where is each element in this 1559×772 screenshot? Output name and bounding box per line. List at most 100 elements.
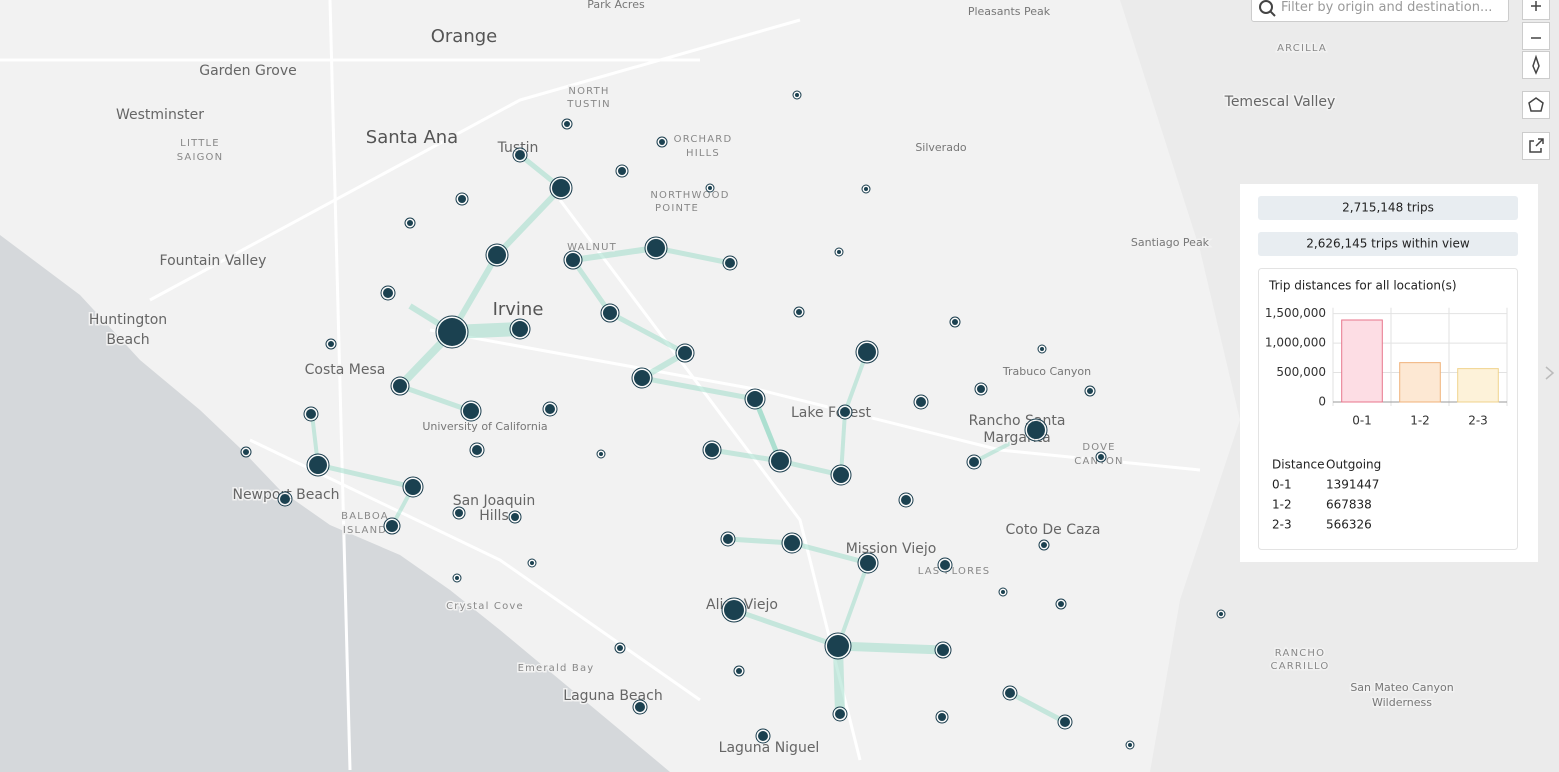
location [833,467,849,483]
location [858,343,876,361]
place-label: Trabuco Canyon [1002,365,1091,378]
location [705,443,719,457]
flow [608,310,687,356]
location [1128,743,1132,747]
icon [1529,138,1544,153]
trips-in-view: 2,626,145 trips within view [1306,237,1470,251]
place-label: Mission Viejo [846,541,937,557]
zoom-out[interactable] [1522,22,1550,50]
location [407,220,413,226]
flow [973,428,1037,464]
flow [317,462,414,490]
open-external[interactable] [1522,132,1550,160]
location [678,346,692,360]
bar [1341,319,1383,403]
location [1041,542,1047,548]
location [708,186,712,190]
place-label: Lake Forest [791,405,872,421]
flow [727,536,793,546]
place-label: Rancho Santa [969,413,1066,429]
location [827,635,849,657]
road [149,18,801,302]
location [393,379,407,393]
location [455,509,463,517]
location [511,513,519,521]
location [758,731,768,741]
location [306,409,316,419]
stat-box [1258,232,1518,256]
location [736,668,742,674]
flow [1008,690,1067,725]
location [618,167,626,175]
place-label: Laguna Niguel [719,740,820,756]
flow [791,540,869,566]
location [952,319,958,325]
place-label: Wilderness [1372,696,1432,709]
road [558,199,862,761]
y-tick-label: 1,500,000 [1265,306,1326,320]
location [747,391,763,407]
location [405,479,421,495]
icon [1531,37,1541,39]
place-label: WALNUT [567,242,617,253]
place-label: Westminster [116,107,204,123]
place-label: San Mateo Canyon [1350,681,1453,694]
ocean [0,235,670,772]
location [647,239,665,257]
location [901,495,911,505]
search-icon [1259,0,1276,17]
flow [836,562,870,647]
place-label: ISLAND [343,525,387,536]
location [617,645,623,651]
flow [839,411,847,476]
icon [1528,97,1544,112]
place-label: Emerald Bay [518,663,595,674]
icon [1532,54,1540,75]
draw-polygon[interactable] [1522,91,1550,119]
location [725,258,735,268]
location [864,187,868,191]
location [837,250,841,254]
zoom-in[interactable] [1522,0,1550,20]
location [937,644,949,656]
flow [494,185,564,258]
place-label: Silverado [915,141,967,154]
place-label: Hills [479,508,509,524]
location [1027,421,1045,439]
place-label: Huntington [89,312,167,328]
location [472,445,482,455]
location [796,309,802,315]
location [835,709,845,719]
place-label: Orange [431,26,498,47]
search-box[interactable]: Filter by origin and destination... [1251,0,1509,22]
location [386,520,398,532]
table-cell: 2-3 [1272,518,1292,532]
x-tick-label: 2-3 [1468,414,1488,428]
flow [837,641,944,655]
chart-title: Trip distances for all location(s) [1268,279,1457,293]
y-tick-label: 1,000,000 [1265,336,1326,350]
location [938,713,946,721]
y-tick-label: 500,000 [1276,365,1326,379]
search-placeholder: Filter by origin and destination... [1281,0,1493,15]
place-label: Costa Mesa [305,362,386,378]
y-tick-label: 0 [1318,395,1326,409]
location [383,288,393,298]
road [249,438,701,702]
compass[interactable] [1522,51,1550,79]
collapse-arrow[interactable] [1545,366,1555,380]
place-label: Temescal Valley [1224,94,1336,110]
flow [655,245,731,266]
bar [1457,368,1499,403]
location [784,535,800,551]
place-label: HILLS [686,148,720,159]
location [1058,601,1064,607]
flow [572,245,657,263]
place-label: Crystal Cove [446,601,524,612]
place-label: ARCILLA [1277,43,1327,54]
stat-box [1258,196,1518,220]
table-header: Outgoing [1326,458,1381,472]
location [1098,454,1104,460]
location [488,246,506,264]
